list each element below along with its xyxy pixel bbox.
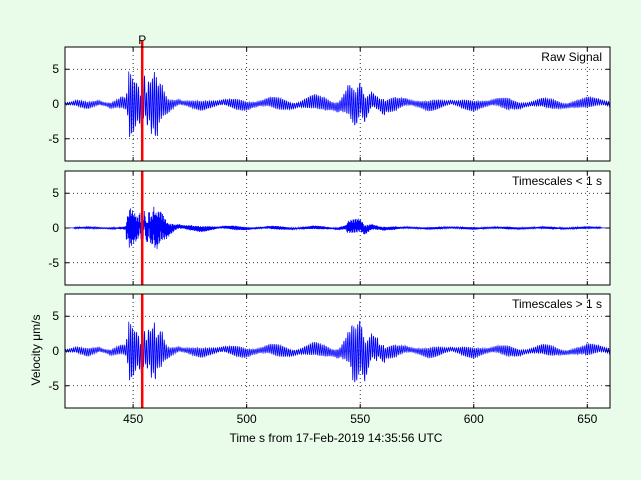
y-tick-label: -5 (48, 379, 59, 393)
panel-title: Raw Signal (541, 50, 602, 64)
signal-trace (65, 206, 610, 249)
y-tick-label: 5 (52, 186, 59, 200)
y-tick-label: 0 (52, 344, 59, 358)
p-phase-label: P (138, 33, 146, 47)
x-tick-label: 450 (123, 412, 143, 426)
panel-1: -5 0 5 Raw Signal (48, 41, 611, 162)
y-tick-label: 5 (52, 309, 59, 323)
panel-title: Timescales > 1 s (512, 297, 602, 311)
y-tick-label: 0 (52, 97, 59, 111)
y-tick-label: 0 (52, 221, 59, 235)
y-axis-label: Velocity μm/s (29, 315, 43, 386)
panel-3: 450 500 550 600 650 -5 0 5 Timescales > 1 s (48, 293, 611, 426)
panel-2: -5 0 5 Timescales < 1 s (48, 170, 611, 286)
x-tick-label: 600 (464, 412, 484, 426)
signal-trace (65, 320, 610, 383)
x-tick-label: 650 (577, 412, 597, 426)
x-axis-label: Time s from 17-Feb-2019 14:35:56 UTC (230, 431, 443, 445)
y-tick-label: -5 (48, 256, 59, 270)
y-tick-label: -5 (48, 132, 59, 146)
x-tick-label: 500 (237, 412, 257, 426)
panel-title: Timescales < 1 s (512, 174, 602, 188)
x-tick-label: 550 (350, 412, 370, 426)
y-tick-label: 5 (52, 62, 59, 76)
signal-trace (65, 71, 610, 138)
